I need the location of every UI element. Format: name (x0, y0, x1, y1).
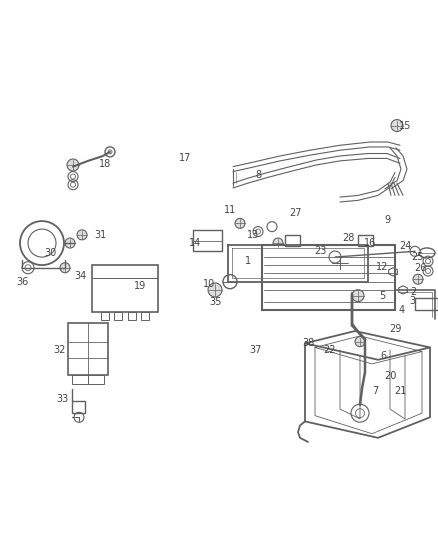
Text: 38: 38 (302, 338, 314, 349)
Circle shape (60, 263, 70, 273)
Bar (141, 312, 149, 320)
Text: 37: 37 (249, 345, 261, 355)
Text: 22: 22 (324, 345, 336, 355)
Circle shape (20, 221, 64, 265)
Bar (128, 312, 136, 320)
Bar (358, 235, 373, 246)
Text: 18: 18 (99, 159, 111, 169)
Text: 8: 8 (255, 170, 261, 180)
Circle shape (65, 238, 75, 248)
Text: 4: 4 (399, 305, 405, 316)
Circle shape (108, 150, 112, 154)
Circle shape (105, 147, 115, 157)
Text: 12: 12 (376, 262, 388, 272)
Circle shape (208, 283, 222, 297)
Text: 6: 6 (380, 351, 386, 361)
Text: 35: 35 (209, 297, 221, 307)
Bar (193, 230, 222, 251)
Circle shape (235, 219, 245, 228)
Circle shape (267, 222, 277, 232)
Circle shape (329, 251, 341, 263)
Circle shape (74, 413, 84, 422)
Text: 36: 36 (16, 277, 28, 287)
Ellipse shape (419, 248, 435, 258)
Text: 5: 5 (379, 290, 385, 301)
Text: 7: 7 (372, 386, 378, 396)
Circle shape (410, 246, 420, 256)
Bar (101, 312, 109, 320)
Text: 21: 21 (394, 386, 406, 396)
Bar (285, 235, 300, 246)
Text: 27: 27 (289, 208, 301, 219)
Text: 16: 16 (364, 238, 376, 248)
Text: 15: 15 (399, 120, 411, 131)
Text: 9: 9 (384, 215, 390, 225)
Circle shape (391, 119, 403, 132)
Text: 30: 30 (44, 248, 56, 258)
Circle shape (67, 159, 79, 171)
Text: 31: 31 (94, 230, 106, 240)
Text: 26: 26 (414, 263, 426, 273)
Text: 32: 32 (54, 345, 66, 355)
Circle shape (223, 274, 237, 289)
Text: 1: 1 (245, 256, 251, 266)
Text: 34: 34 (74, 271, 86, 281)
Circle shape (77, 230, 87, 240)
Bar (72, 375, 88, 384)
Bar (415, 298, 438, 310)
Circle shape (355, 337, 365, 346)
Text: 3: 3 (409, 296, 415, 305)
Circle shape (332, 255, 348, 271)
Text: 10: 10 (203, 279, 215, 289)
Bar (114, 312, 122, 320)
Circle shape (28, 229, 56, 257)
Bar (92, 265, 158, 312)
Text: 25: 25 (412, 252, 424, 262)
Text: 28: 28 (342, 233, 354, 243)
Text: 20: 20 (384, 371, 396, 381)
Text: 13: 13 (247, 230, 259, 240)
Text: 24: 24 (399, 241, 411, 252)
Bar (68, 323, 108, 375)
Circle shape (352, 289, 364, 302)
Text: 29: 29 (389, 324, 401, 334)
Text: 11: 11 (224, 205, 236, 215)
Text: 33: 33 (56, 394, 68, 404)
Text: 17: 17 (179, 154, 191, 164)
Text: 2: 2 (410, 287, 416, 297)
Bar (88, 375, 104, 384)
Circle shape (413, 274, 423, 284)
Circle shape (273, 238, 283, 248)
Text: 23: 23 (314, 246, 326, 256)
Bar (262, 245, 395, 310)
Text: 14: 14 (189, 238, 201, 248)
Text: 19: 19 (134, 281, 146, 291)
